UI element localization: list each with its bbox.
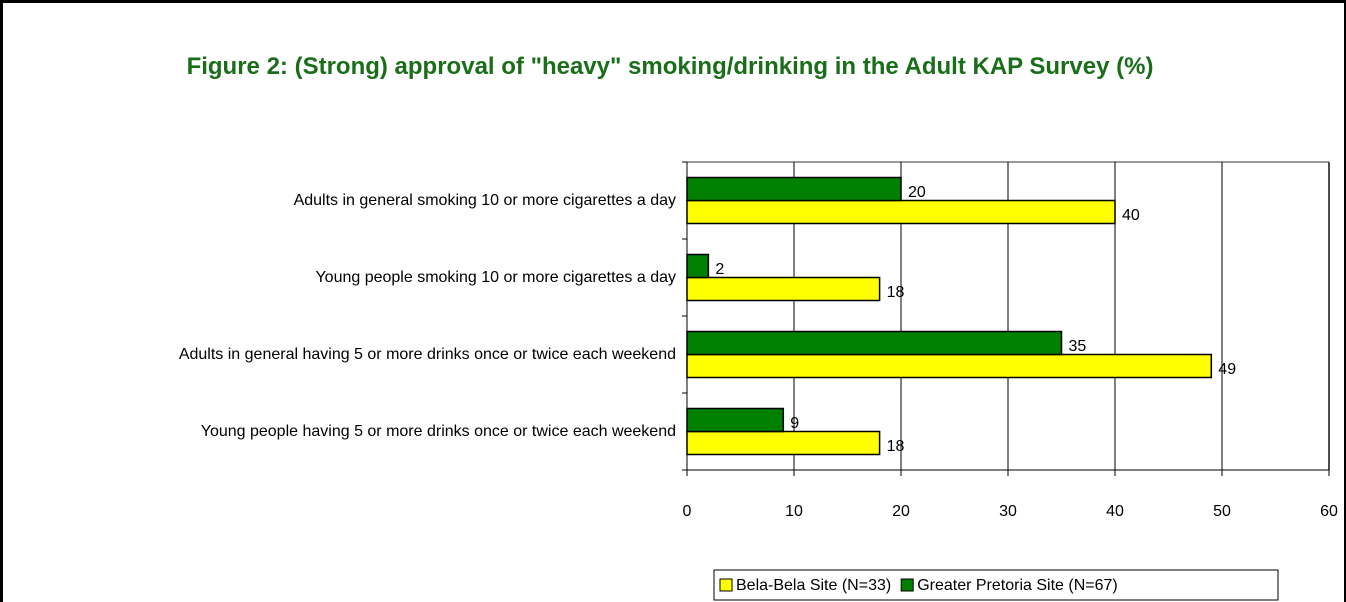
x-tick-label: 40 bbox=[1106, 503, 1124, 520]
data-label: 49 bbox=[1218, 361, 1236, 378]
y-tick-label: Adults in general smoking 10 or more cig… bbox=[293, 191, 676, 209]
x-tick-label: 20 bbox=[892, 503, 910, 520]
data-label: 35 bbox=[1069, 338, 1087, 355]
legend-swatch bbox=[900, 578, 914, 592]
chart-title: Figure 2: (Strong) approval of "heavy" s… bbox=[186, 53, 1154, 80]
data-label: 40 bbox=[1122, 207, 1140, 224]
data-label: 18 bbox=[887, 438, 905, 455]
bar bbox=[686, 176, 902, 202]
legend-box bbox=[713, 569, 1279, 601]
legend-label: Greater Pretoria Site (N=67) bbox=[917, 577, 1118, 594]
bar bbox=[686, 199, 1116, 225]
bar bbox=[686, 407, 785, 433]
data-label: 9 bbox=[790, 415, 799, 432]
x-tick-label: 50 bbox=[1213, 503, 1231, 520]
x-tick-label: 30 bbox=[999, 503, 1017, 520]
legend-label: Bela-Bela Site (N=33) bbox=[736, 577, 891, 594]
data-label: 18 bbox=[887, 284, 905, 301]
data-label: 20 bbox=[908, 184, 926, 201]
x-tick-label: 0 bbox=[683, 503, 692, 520]
x-tick-label: 10 bbox=[785, 503, 803, 520]
x-tick-label: 60 bbox=[1320, 503, 1338, 520]
bar bbox=[686, 330, 1063, 356]
legend-swatch bbox=[719, 578, 733, 592]
y-tick-label: Young people having 5 or more drinks onc… bbox=[200, 422, 676, 440]
bar bbox=[686, 276, 881, 302]
bar bbox=[686, 253, 710, 279]
bar bbox=[686, 353, 1213, 379]
bar bbox=[686, 430, 881, 456]
plot: 0 10 20 30 40 50 60 40 20 18 2 49 35 18 9 Bela-Bela Sit… bbox=[682, 161, 1338, 601]
y-tick-label: Young people smoking 10 or more cigarett… bbox=[315, 268, 676, 286]
data-label: 2 bbox=[715, 261, 724, 278]
y-tick-label: Adults in general having 5 or more drink… bbox=[178, 345, 676, 363]
